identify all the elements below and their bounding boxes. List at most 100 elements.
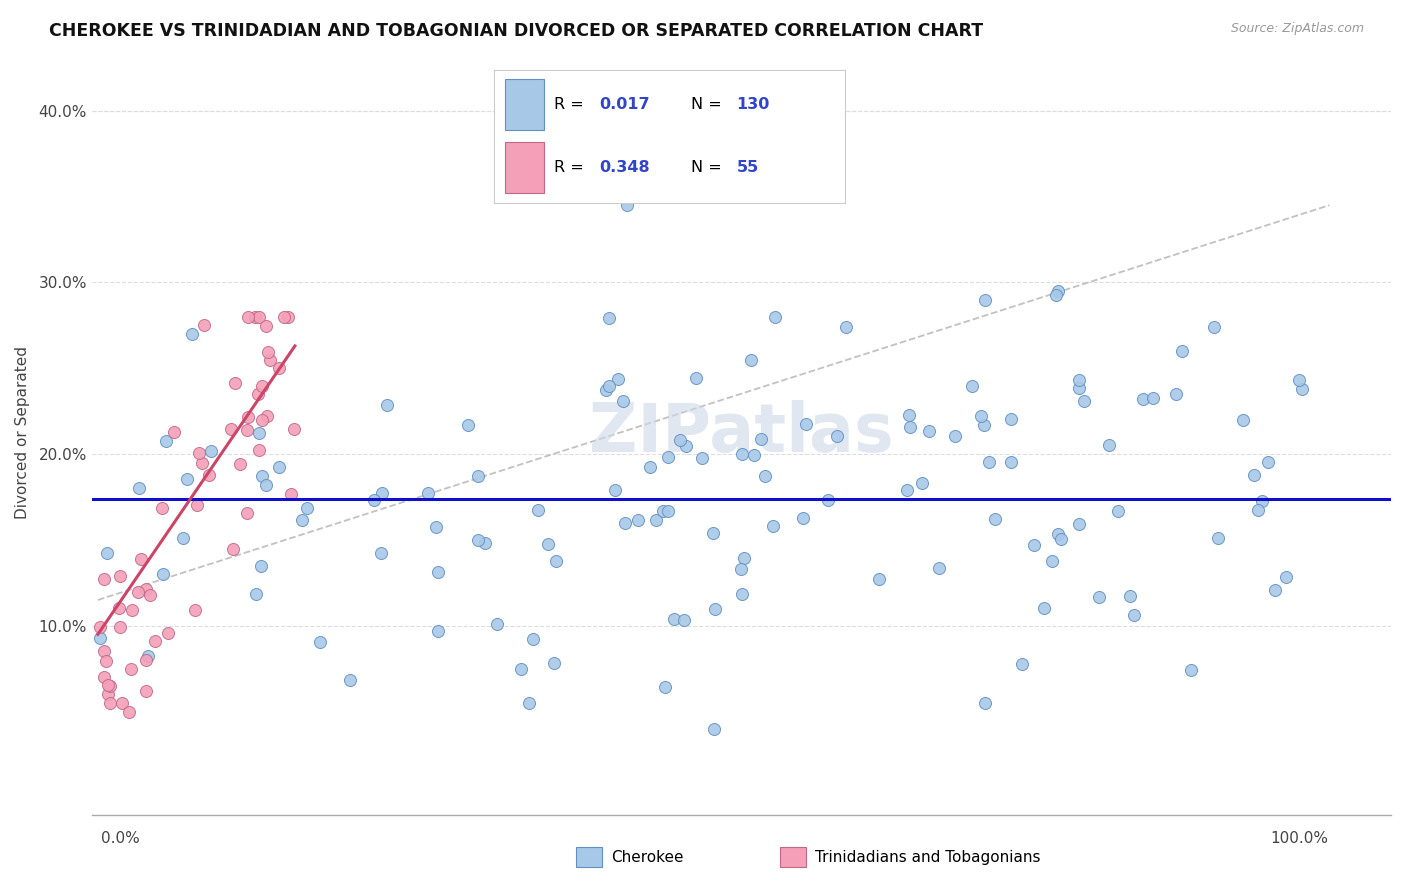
Point [467,533,489,547]
Point [269,360,291,375]
Point [250,469,273,483]
Text: 0.0%: 0.0% [101,831,141,846]
Point [427,624,450,638]
Text: Cherokee: Cherokee [612,850,685,864]
Point [339,673,361,687]
Point [1033,600,1056,615]
Point [1000,455,1022,469]
Text: ZIPatlas: ZIPatlas [589,400,894,466]
Point [704,602,727,616]
Point [657,504,679,518]
Point [1170,344,1192,359]
Point [418,485,440,500]
Point [685,370,707,384]
Point [236,423,259,437]
Point [1098,438,1121,452]
Point [467,469,489,483]
Point [928,561,950,575]
Point [238,409,260,424]
Point [754,468,776,483]
Point [546,554,568,568]
Point [983,512,1005,526]
Point [749,432,772,446]
Point [612,393,634,408]
Point [193,318,215,333]
Point [135,582,157,596]
Point [1257,455,1279,469]
Point [135,653,157,667]
Point [186,498,208,512]
Point [1247,503,1270,517]
Point [93,644,115,658]
Point [960,379,983,393]
Point [762,519,785,533]
Point [1050,533,1073,547]
Point [277,310,299,324]
Point [254,478,277,492]
Point [127,584,149,599]
Y-axis label: Divorced or Separated: Divorced or Separated [15,346,30,519]
Point [794,417,817,432]
Point [108,569,131,583]
Point [740,352,762,367]
Point [607,372,630,386]
Point [1291,382,1313,396]
Point [139,588,162,602]
Point [817,493,839,508]
Point [526,503,548,517]
Point [135,683,157,698]
Point [627,513,650,527]
Point [370,486,392,500]
Point [254,319,277,334]
Point [98,696,121,710]
Point [672,613,695,627]
Point [898,408,921,422]
Point [370,546,392,560]
Point [256,409,278,423]
Point [250,379,273,393]
Point [1166,386,1188,401]
Point [486,616,509,631]
Point [191,456,214,470]
Point [259,352,281,367]
Point [245,587,267,601]
Point [1069,373,1091,387]
Point [108,620,131,634]
Point [702,526,724,541]
Point [229,458,252,472]
Point [1132,392,1154,406]
Point [1204,320,1226,334]
Text: Trinidadians and Tobagonians: Trinidadians and Tobagonians [815,850,1040,864]
Point [247,442,270,457]
Point [1045,288,1067,302]
Point [98,679,121,693]
Point [198,468,221,483]
Point [200,444,222,458]
Point [1073,394,1095,409]
Point [918,424,941,438]
Point [1119,589,1142,603]
Point [657,450,679,464]
Point [222,541,245,556]
Point [616,198,638,212]
Point [1142,391,1164,405]
Point [176,472,198,486]
Point [121,602,143,616]
Point [668,433,690,447]
Point [273,310,295,324]
Point [522,632,544,646]
Point [183,602,205,616]
Point [690,450,713,465]
Point [733,551,755,566]
Point [662,612,685,626]
Point [543,656,565,670]
Text: Source: ZipAtlas.com: Source: ZipAtlas.com [1230,22,1364,36]
Point [156,626,179,640]
Text: CHEROKEE VS TRINIDADIAN AND TOBAGONIAN DIVORCED OR SEPARATED CORRELATION CHART: CHEROKEE VS TRINIDADIAN AND TOBAGONIAN D… [49,22,983,40]
Point [280,486,302,500]
Point [598,379,620,393]
Point [1040,554,1063,568]
Point [731,447,754,461]
Point [145,633,167,648]
Point [89,632,111,646]
